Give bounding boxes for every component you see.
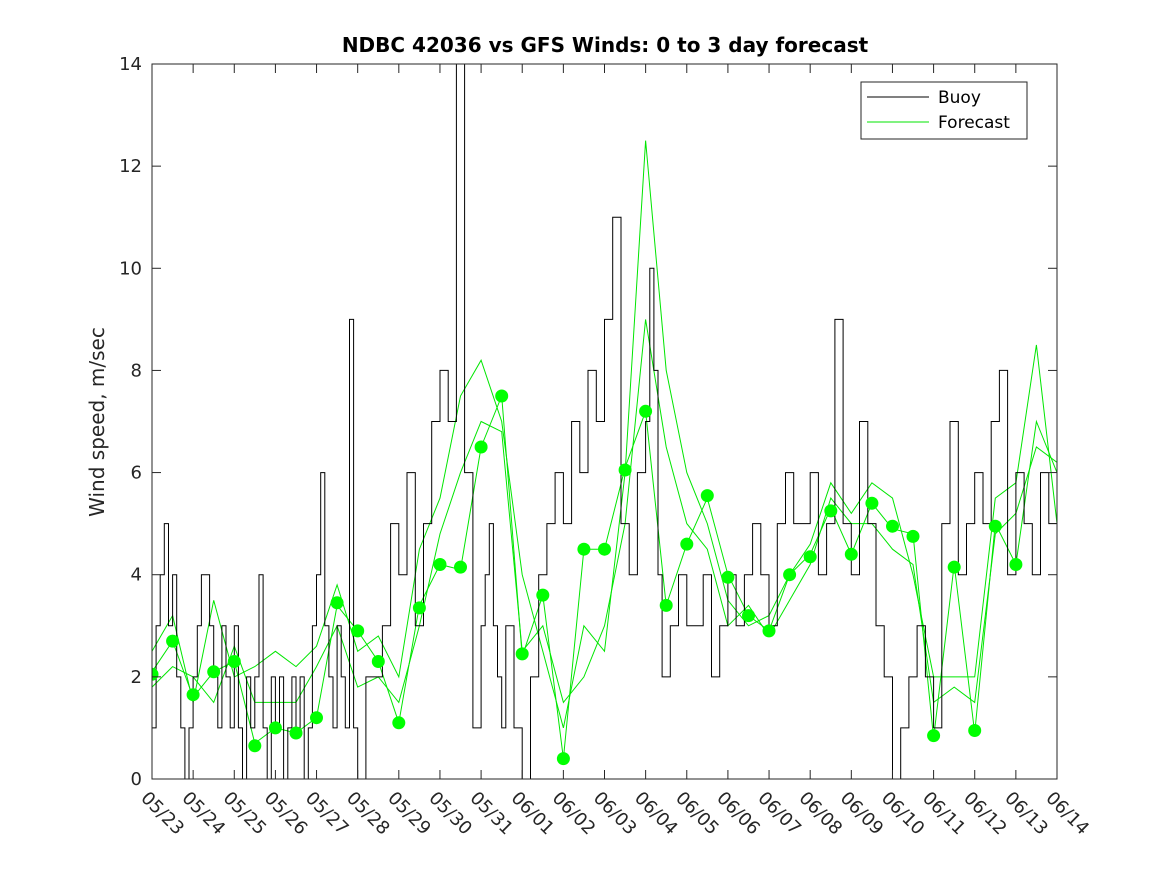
forecast-marker — [227, 655, 241, 668]
forecast-marker — [166, 634, 180, 648]
chart-title: NDBC 42036 vs GFS Winds: 0 to 3 day fore… — [342, 33, 869, 57]
plot-area — [152, 64, 1057, 779]
forecast-marker — [968, 724, 982, 737]
forecast-marker — [906, 529, 920, 543]
forecast-marker — [927, 729, 941, 743]
forecast-marker — [639, 404, 653, 418]
forecast-marker — [1009, 558, 1023, 571]
forecast-marker — [824, 504, 838, 518]
forecast-marker — [268, 721, 282, 735]
forecast-marker — [742, 609, 755, 623]
y-tick-label: 6 — [131, 463, 142, 484]
forecast-marker — [844, 547, 858, 561]
forecast-marker — [248, 739, 262, 753]
legend: Buoy Forecast — [860, 81, 1028, 140]
forecast-marker — [495, 389, 509, 403]
forecast-marker — [618, 463, 632, 477]
forecast-marker — [474, 440, 488, 454]
forecast-line-3 — [152, 319, 1057, 704]
buoy-line — [152, 64, 1057, 779]
y-axis-label: Wind speed, m/sec — [85, 327, 109, 517]
forecast-marker — [680, 537, 694, 551]
plot-series — [152, 64, 1057, 779]
forecast-marker — [556, 752, 570, 766]
forecast-marker — [310, 711, 323, 725]
legend-forecast-label: Forecast — [938, 113, 1010, 133]
forecast-marker — [207, 665, 221, 679]
y-tick-label: 12 — [119, 156, 142, 177]
forecast-marker — [947, 560, 961, 574]
forecast-marker — [721, 570, 735, 584]
forecast-marker — [330, 596, 344, 610]
forecast-marker — [392, 716, 406, 730]
forecast-marker — [762, 624, 776, 638]
forecast-marker — [988, 519, 1002, 533]
forecast-marker — [186, 688, 200, 702]
y-tick-label: 0 — [131, 769, 142, 790]
forecast-marker — [700, 489, 714, 503]
forecast-marker — [289, 726, 303, 740]
forecast-marker — [659, 598, 673, 612]
y-tick-label: 2 — [131, 667, 142, 688]
legend-box — [860, 81, 1028, 140]
forecast-marker — [152, 667, 159, 681]
forecast-marker — [351, 624, 365, 638]
forecast-marker — [577, 542, 591, 556]
forecast-marker — [412, 601, 426, 615]
forecast-marker — [783, 568, 797, 582]
forecast-marker — [371, 655, 385, 668]
forecast-marker — [598, 542, 611, 556]
forecast-line-2 — [152, 140, 1057, 729]
y-tick-label: 4 — [131, 565, 142, 586]
forecast-marker — [515, 647, 529, 661]
forecast-marker — [433, 558, 447, 571]
y-tick-label: 10 — [119, 258, 142, 279]
forecast-marker — [865, 496, 879, 510]
forecast-marker — [886, 519, 899, 533]
forecast-marker — [803, 550, 817, 564]
forecast-marker — [536, 588, 550, 602]
legend-buoy-label: Buoy — [938, 88, 981, 108]
forecast-marker — [454, 560, 467, 574]
y-tick-label: 8 — [131, 360, 142, 381]
y-tick-label: 14 — [119, 54, 142, 75]
